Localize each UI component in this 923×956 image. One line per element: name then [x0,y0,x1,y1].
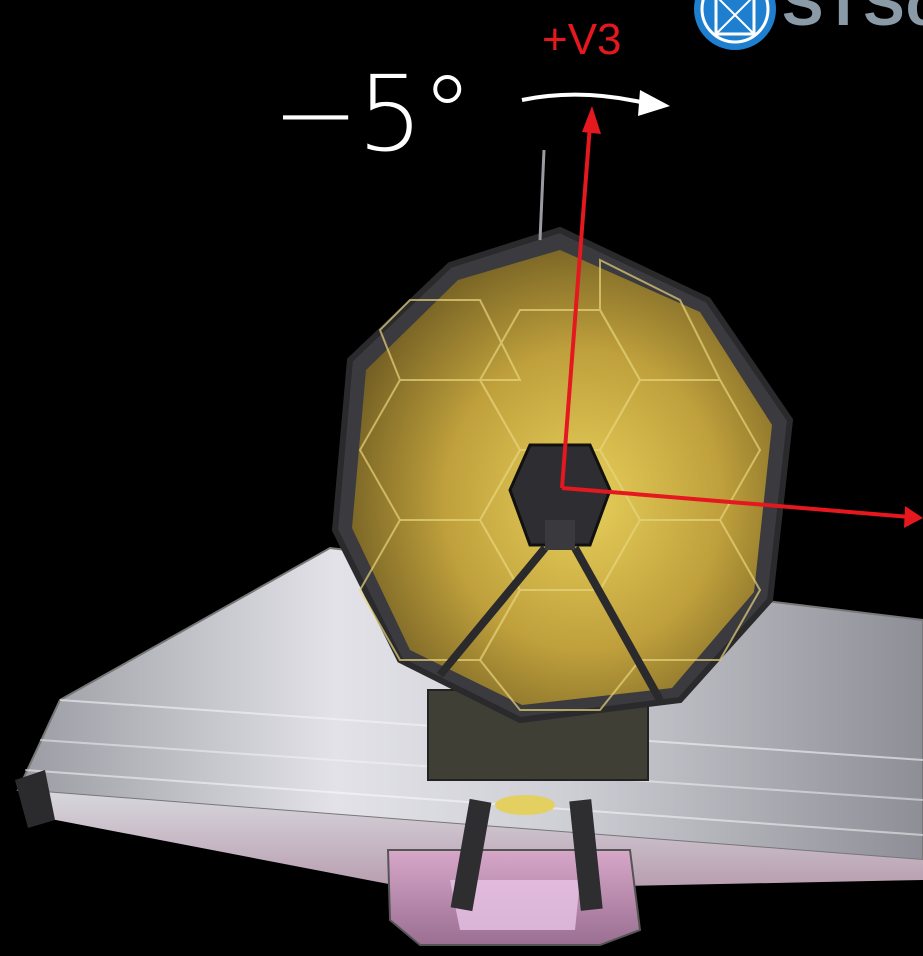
v2-axis-arrow [561,486,923,528]
stsci-logo: STScI [692,0,923,50]
rotation-angle-label: −5° [272,53,473,175]
stsci-logo-text: STScI [782,0,923,39]
antenna [538,149,546,241]
stsci-logo-icon [694,0,776,50]
v3-axis-label: +V3 [542,15,622,64]
v3-axis-arrow [560,106,601,489]
rotation-arrow [521,90,670,116]
spacecraft-bus [386,795,642,946]
